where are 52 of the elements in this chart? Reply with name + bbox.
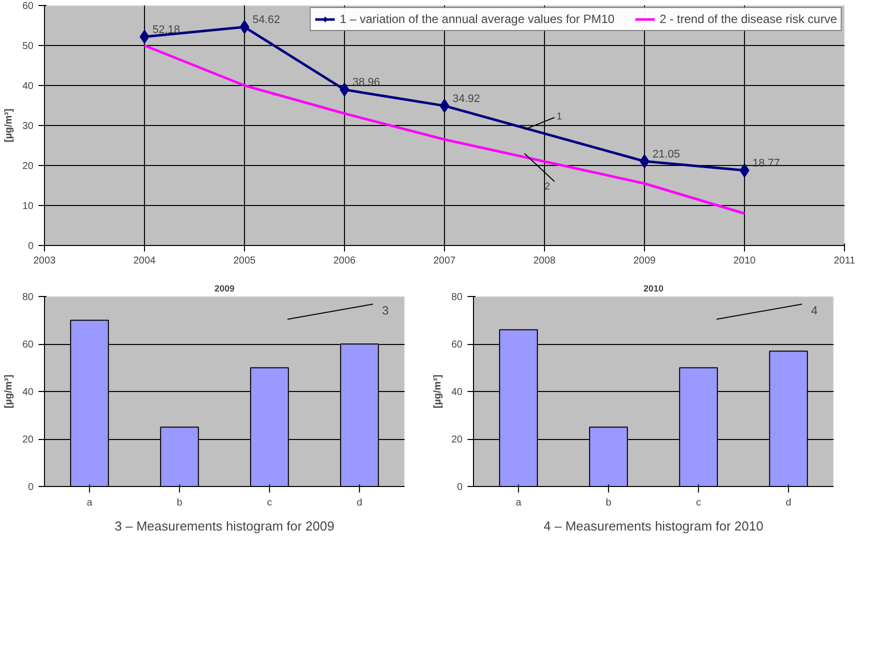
y-tick-label: 80 (451, 292, 463, 303)
legend-label: 1 – variation of the annual average values for PM10 (340, 12, 615, 26)
x-tick-label: 2009 (633, 256, 656, 266)
chart-title: 2010 (643, 284, 664, 294)
x-tick-label: 2004 (133, 256, 156, 266)
y-axis-title: [µg/m³] (3, 374, 14, 408)
x-tick-label: 2011 (834, 256, 856, 266)
chart-title: 2009 (214, 284, 235, 294)
x-tick-label: a (86, 498, 93, 508)
y-tick-label: 60 (22, 1, 34, 12)
data-label: 34.92 (452, 92, 480, 105)
x-tick-label: 2010 (733, 256, 756, 266)
y-tick-label: 30 (22, 121, 34, 132)
x-tick-label: c (696, 498, 701, 508)
data-label: 54.62 (252, 14, 280, 26)
x-tick-label: c (267, 498, 272, 508)
y-axis-title: [µg/m³] (432, 374, 444, 408)
y-tick-label: 80 (22, 292, 34, 303)
y-tick-label: 20 (451, 434, 463, 446)
x-tick-label: a (516, 498, 522, 508)
y-tick-label: 0 (28, 241, 34, 252)
x-tick-label: 2007 (433, 256, 456, 266)
x-tick-label: d (786, 498, 792, 508)
data-label: 21.05 (652, 148, 680, 160)
annotation: 4 (811, 304, 818, 318)
y-tick-label: 10 (22, 201, 34, 212)
annotation: 2 (544, 182, 550, 192)
x-tick-label: 2005 (233, 256, 256, 266)
data-label: 52.18 (152, 24, 180, 36)
y-tick-label: 40 (451, 387, 463, 398)
y-tick-label: 20 (22, 434, 34, 446)
y-tick-label: 40 (22, 387, 34, 398)
y-tick-label: 40 (22, 81, 34, 92)
annotation: 3 (382, 304, 389, 318)
x-tick-label: b (176, 498, 183, 508)
x-tick-label: 2003 (33, 256, 56, 266)
y-tick-label: 60 (22, 340, 34, 350)
y-tick-label: 20 (22, 161, 34, 172)
y-tick-label: 0 (28, 482, 34, 493)
x-tick-label: 2008 (533, 256, 556, 266)
annotation: 1 (556, 112, 562, 122)
text: 3 – Measurements histogram for 2009 (114, 518, 334, 534)
line-series (143, 44, 746, 215)
y-axis-title: [µg/m³] (3, 108, 14, 142)
x-tick-label: b (606, 498, 612, 508)
y-tick-label: 50 (22, 41, 34, 52)
text: 4 – Measurements histogram for 2010 (544, 518, 764, 534)
x-tick-label: d (356, 498, 362, 508)
y-tick-label: 60 (451, 340, 463, 350)
legend-label: 2 - trend of the disease risk curve (660, 12, 837, 26)
x-tick-label: 2006 (333, 256, 356, 266)
y-tick-label: 0 (456, 482, 463, 493)
